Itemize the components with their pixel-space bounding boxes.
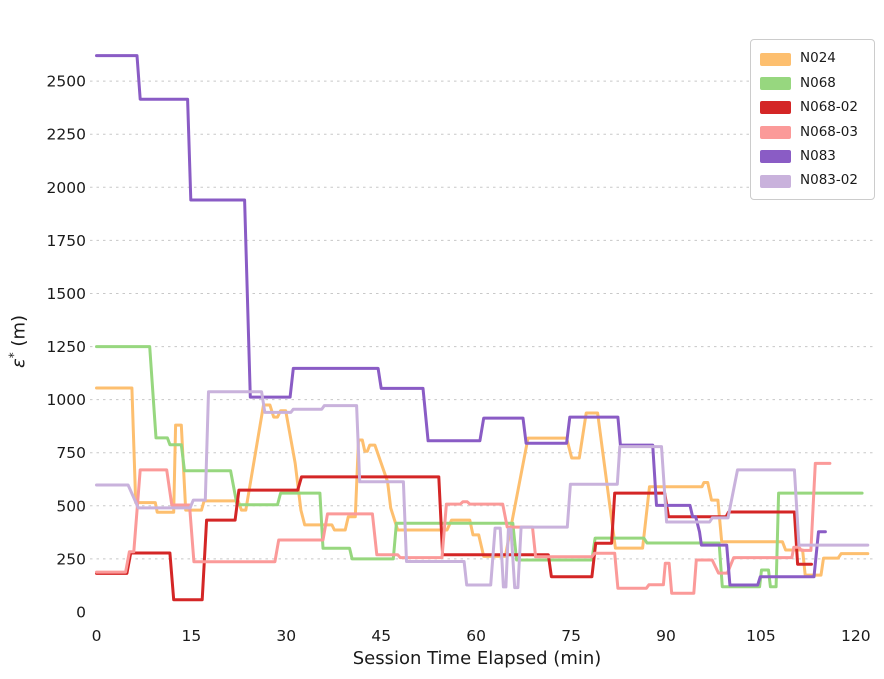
x-tick-label: 90 bbox=[656, 627, 676, 645]
x-tick-label: 120 bbox=[841, 627, 871, 645]
legend-label: N024 bbox=[800, 50, 836, 67]
y-tick-label: 2250 bbox=[47, 126, 86, 144]
series-line-N024 bbox=[95, 386, 870, 577]
x-tick-label: 105 bbox=[746, 627, 776, 645]
legend-swatch-icon bbox=[760, 77, 791, 91]
series-line-N068-02 bbox=[95, 475, 813, 602]
legend-swatch-icon bbox=[760, 150, 791, 164]
y-tick-label: 500 bbox=[56, 497, 86, 515]
legend-item: N068-02 bbox=[760, 96, 866, 120]
y-tick-label: 250 bbox=[56, 550, 86, 568]
legend-swatch-icon bbox=[760, 101, 791, 115]
x-tick-label: 75 bbox=[561, 627, 581, 645]
y-tick-label: 0 bbox=[76, 604, 86, 622]
legend-item: N068-03 bbox=[760, 120, 866, 144]
legend-item: N068 bbox=[760, 71, 866, 95]
y-tick-label: 2500 bbox=[47, 73, 86, 91]
x-axis-label: Session Time Elapsed (min) bbox=[352, 648, 602, 669]
legend-swatch-icon bbox=[760, 174, 791, 188]
y-tick-label: 2000 bbox=[47, 179, 86, 197]
y-axis-label-superscript: * bbox=[6, 352, 21, 359]
y-tick-label: 750 bbox=[56, 444, 86, 462]
series-line-N083 bbox=[95, 54, 827, 587]
legend: N024 N068 N068-02 N068-03 N083 N083-02 bbox=[750, 39, 875, 201]
legend-label: N083-02 bbox=[800, 172, 858, 189]
y-tick-label: 1750 bbox=[47, 232, 86, 250]
x-tick-label: 60 bbox=[466, 627, 486, 645]
y-axis-label-symbol: ε bbox=[8, 358, 30, 369]
legend-label: N068 bbox=[800, 74, 836, 91]
y-axis-label-unit: (m) bbox=[8, 314, 30, 353]
legend-item: N024 bbox=[760, 47, 866, 71]
legend-swatch-icon bbox=[760, 125, 791, 139]
x-tick-label: 15 bbox=[182, 627, 202, 645]
y-tick-label: 1500 bbox=[47, 285, 86, 303]
series-line-N068 bbox=[95, 345, 864, 589]
legend-item: N083 bbox=[760, 145, 866, 169]
y-tick-label: 1250 bbox=[47, 338, 86, 356]
legend-label: N068-02 bbox=[800, 99, 858, 116]
x-tick-label: 30 bbox=[276, 627, 296, 645]
x-tick-label: 45 bbox=[371, 627, 391, 645]
legend-label: N083 bbox=[800, 148, 836, 164]
legend-item: N083-02 bbox=[760, 169, 866, 193]
x-tick-label: 0 bbox=[92, 627, 102, 645]
y-tick-label: 1000 bbox=[47, 391, 86, 409]
legend-swatch-icon bbox=[760, 52, 791, 66]
y-axis-label: ε* (m) bbox=[7, 282, 30, 402]
legend-label: N068-03 bbox=[800, 123, 858, 140]
series-line-N083-02 bbox=[95, 390, 870, 590]
